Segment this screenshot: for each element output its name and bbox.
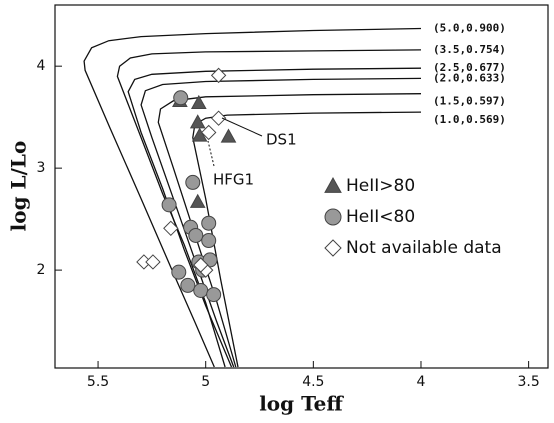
marker-circle [180,277,196,293]
track-label: (1.5,0.597) [433,95,506,108]
y-tick-label: 3 [37,160,46,176]
marker-diamond [210,67,227,84]
leader-line [221,117,263,137]
y-tick-label: 2 [37,262,46,278]
legend-label: HeII>80 [346,176,415,196]
marker-circle [201,215,217,231]
legend-label: HeII<80 [346,207,415,227]
track-label: (2.0,0.633) [433,71,506,84]
marker-triangle [324,176,342,193]
track-label: (5.0,0.900) [433,21,506,34]
marker-diamond [324,239,342,257]
annotation: DS1 [266,131,297,149]
track [127,67,422,368]
track [140,77,422,368]
marker-circle [324,208,342,226]
marker-triangle [189,193,206,208]
x-tick-label: 5 [201,374,210,390]
marker-circle [173,90,189,106]
marker-circle [185,174,201,190]
annotation: HFG1 [213,171,254,189]
marker-diamond [210,110,227,126]
marker-circle [188,227,204,243]
plot-frame [54,4,549,369]
marker-triangle [190,94,207,109]
marker-diamond [163,220,179,237]
marker-circle [206,287,222,303]
x-axis-label: log Teff [259,392,344,416]
y-axis-label: log L/Lo [7,141,31,232]
track-label: (2.5,0.677) [433,61,506,74]
y-tick-label: 4 [37,58,46,74]
marker-circle [201,233,217,249]
x-tick-label: 4.5 [302,374,324,390]
x-tick-label: 3.5 [517,374,539,390]
marker-diamond [145,254,161,270]
marker-circle [171,264,187,280]
marker-diamond [193,257,209,273]
track-label: (1.0,0.569) [433,113,506,126]
marker-triangle [189,114,206,129]
marker-circle [161,197,177,213]
x-tick-label: 4 [417,374,426,390]
marker-circle [193,283,209,299]
track-label: (3.5,0.754) [433,43,506,56]
x-tick-label: 5.5 [87,374,109,390]
legend-label: Not available data [346,238,502,258]
marker-triangle [191,127,208,142]
marker-diamond [201,124,217,141]
leader-line [207,140,215,167]
marker-triangle [220,128,237,143]
track [116,49,422,368]
